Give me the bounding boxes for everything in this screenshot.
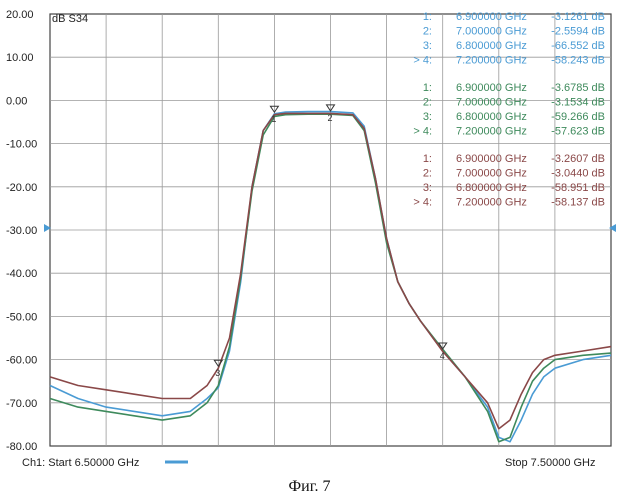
marker-table-index: > 4: xyxy=(413,197,432,209)
marker-table-value: -58.951 dB xyxy=(551,182,605,194)
marker-table-frequency: 6.900000 GHz xyxy=(456,82,527,94)
y-tick-label: -20.00 xyxy=(6,182,37,194)
marker-4-label: 4 xyxy=(440,351,445,361)
marker-table-value: -58.243 dB xyxy=(551,55,605,67)
marker-table-frequency: 7.200000 GHz xyxy=(456,197,527,209)
marker-tables: 1: 6.900000 GHz -3.1261 dB 2: 7.000000 GHz -2… xyxy=(413,11,605,209)
y-tick-label: 10.00 xyxy=(6,52,34,64)
y-tick-label: -50.00 xyxy=(6,311,37,323)
marker-table-value: -58.137 dB xyxy=(551,197,605,209)
marker-table-index: 2: xyxy=(423,26,432,38)
marker-table-frequency: 7.000000 GHz xyxy=(456,26,527,38)
figure-caption: Фиг. 7 xyxy=(288,478,331,495)
series-line-1 xyxy=(49,110,612,443)
measurement-label: dB S34 xyxy=(52,13,88,25)
marker-2-symbol xyxy=(325,104,336,112)
marker-table-frequency: 7.000000 GHz xyxy=(456,97,527,109)
marker-table-frequency: 6.800000 GHz xyxy=(456,111,527,123)
marker-table-index: > 4: xyxy=(413,126,432,138)
marker-table-index: 3: xyxy=(423,182,432,194)
grid xyxy=(50,14,611,446)
marker-table-index: 2: xyxy=(423,97,432,109)
y-tick-label: -10.00 xyxy=(6,139,37,151)
marker-table-frequency: 7.000000 GHz xyxy=(456,168,527,180)
y-tick-label: -40.00 xyxy=(6,268,37,280)
marker-1-symbol xyxy=(269,105,280,114)
series-line-3 xyxy=(49,112,612,430)
marker-table-value: -3.1534 dB xyxy=(551,97,605,109)
y-tick-label: -30.00 xyxy=(6,225,37,237)
y-tick-label: 20.00 xyxy=(6,9,34,21)
y-tick-label: -80.00 xyxy=(6,441,37,453)
marker-table-value: -3.6785 dB xyxy=(551,82,605,94)
y-tick-label: -60.00 xyxy=(6,355,37,367)
marker-3-symbol xyxy=(213,359,224,368)
y-tick-label: -70.00 xyxy=(6,398,37,410)
marker-table-frequency: 7.200000 GHz xyxy=(456,55,527,67)
marker-table-value: -3.0440 dB xyxy=(551,168,605,180)
marker-table-index: 1: xyxy=(423,82,432,94)
series-line-2 xyxy=(49,113,612,443)
marker-table-frequency: 6.800000 GHz xyxy=(456,40,527,52)
marker-1-label: 1 xyxy=(271,114,276,124)
marker-table-value: -3.2607 dB xyxy=(551,153,605,165)
y-axis-ticks: 20.00 10.00 0.00 -10.00 -20.00 -30.00 -40.00 -5… xyxy=(6,9,37,453)
stop-label: Stop 7.50000 GHz xyxy=(505,457,596,469)
reference-arrow-left xyxy=(44,224,51,232)
marker-table-value: -59.266 dB xyxy=(551,111,605,123)
marker-4-symbol xyxy=(437,342,448,350)
marker-2-label: 2 xyxy=(328,113,333,123)
marker-table-frequency: 6.800000 GHz xyxy=(456,182,527,194)
marker-table-index: 1: xyxy=(423,153,432,165)
y-tick-label: 0.00 xyxy=(6,95,27,107)
marker-table-index: 3: xyxy=(423,111,432,123)
marker-table-value: -57.623 dB xyxy=(551,126,605,138)
marker-table-index: 3: xyxy=(423,40,432,52)
marker-table-index: 2: xyxy=(423,168,432,180)
marker-table-value: -2.5594 dB xyxy=(551,26,605,38)
series-layer xyxy=(49,110,612,443)
marker-table-frequency: 6.900000 GHz xyxy=(456,153,527,165)
marker-table-value: -66.552 dB xyxy=(551,40,605,52)
marker-3-label: 3 xyxy=(215,368,220,378)
start-label: Ch1: Start 6.50000 GHz xyxy=(22,457,139,469)
marker-table-frequency: 6.900000 GHz xyxy=(456,11,527,23)
marker-table-value: -3.1261 dB xyxy=(551,11,605,23)
marker-layer: 1 2 3 4 xyxy=(213,104,448,378)
reference-arrow-right xyxy=(609,224,616,232)
marker-table-frequency: 7.200000 GHz xyxy=(456,126,527,138)
marker-table-index: 1: xyxy=(423,11,432,23)
marker-table-index: > 4: xyxy=(413,55,432,67)
